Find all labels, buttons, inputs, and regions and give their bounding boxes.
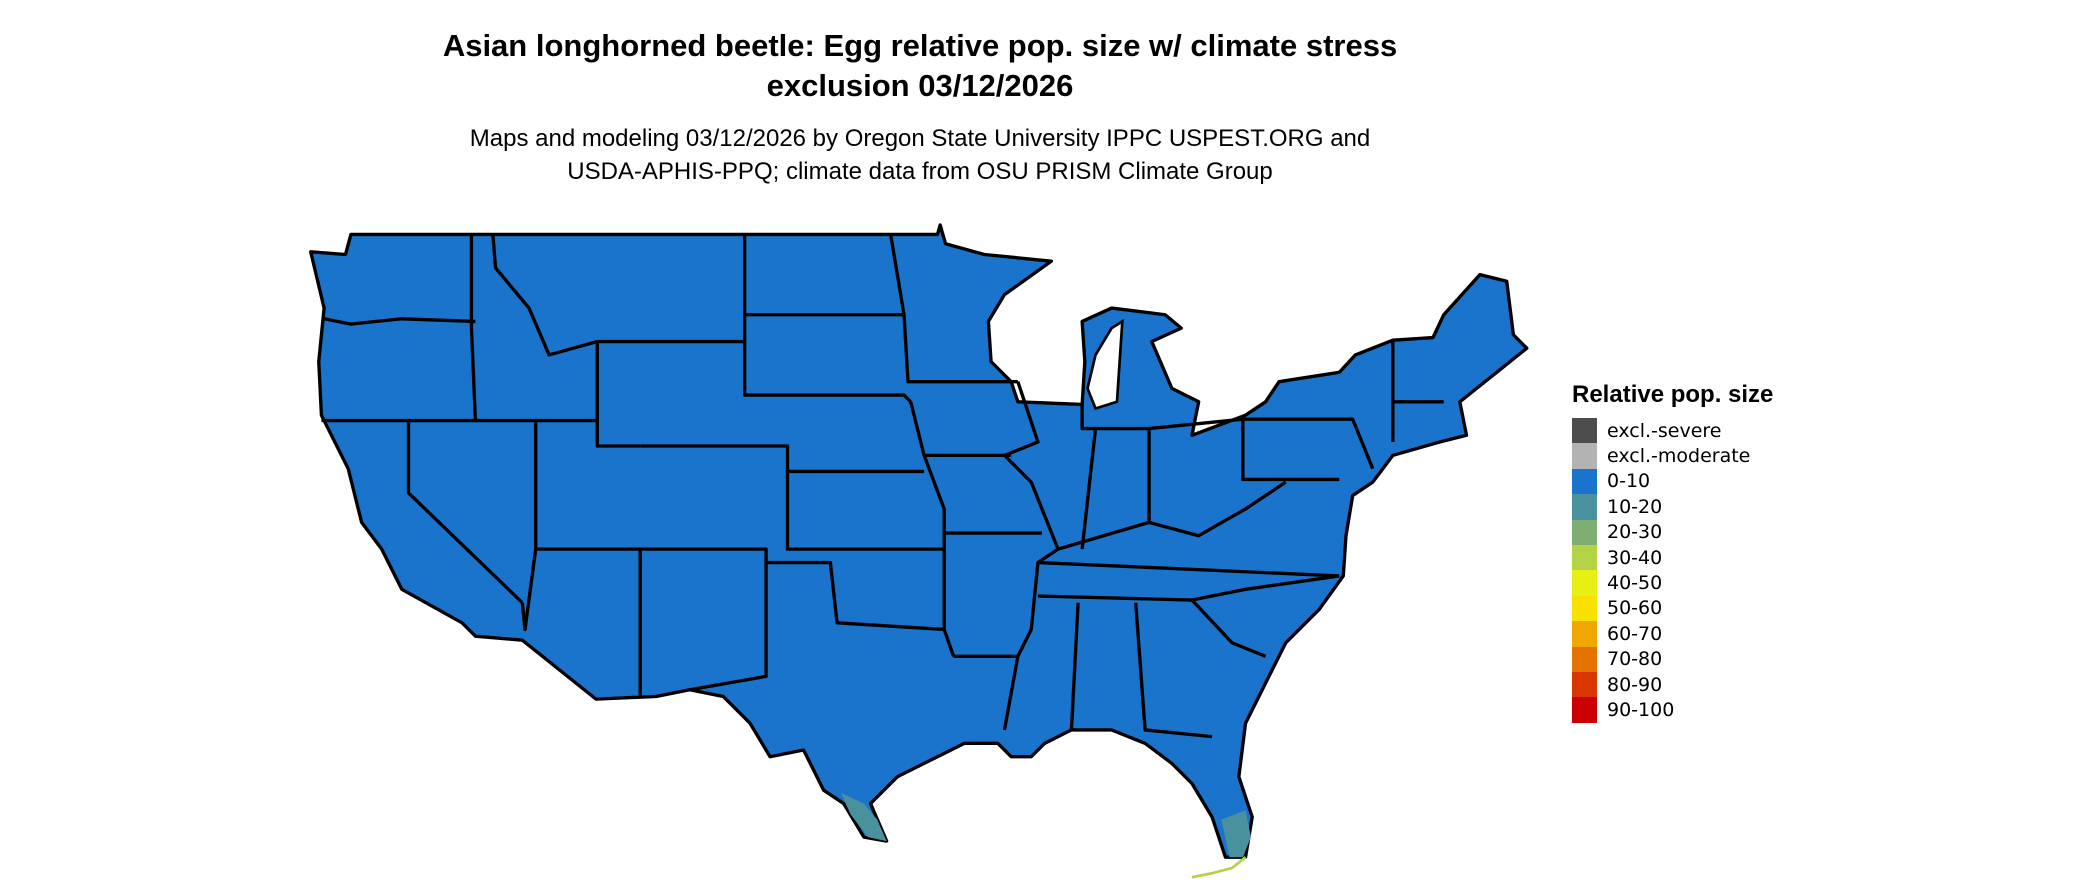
legend-item: 60-70 — [1572, 621, 1773, 647]
legend-swatch — [1572, 595, 1597, 622]
legend-item: excl.-severe — [1572, 418, 1773, 444]
legend-swatch — [1572, 570, 1597, 596]
legend-swatch — [1572, 418, 1597, 444]
legend-item: 0-10 — [1572, 468, 1773, 495]
state-borders — [321, 234, 1444, 739]
legend-label: 90-100 — [1607, 698, 1675, 721]
legend-label: 70-80 — [1607, 648, 1663, 671]
legend-item: 70-80 — [1572, 646, 1773, 672]
legend-title: Relative pop. size — [1572, 381, 1774, 408]
legend: Relative pop. size excl.-severe excl.-mod… — [1572, 380, 1773, 723]
legend-item: 40-50 — [1572, 570, 1773, 596]
south-florida-tip — [1221, 810, 1251, 858]
legend-label: 20-30 — [1607, 521, 1663, 544]
legend-swatch — [1572, 544, 1597, 571]
subtitle-line-2: USDA-APHIS-PPQ; climate data from OSU PR… — [567, 158, 1273, 185]
legend-item: excl.-moderate — [1572, 443, 1773, 469]
legend-label: 60-70 — [1607, 622, 1663, 645]
legend-label: 40-50 — [1607, 572, 1663, 595]
lake-michigan — [1086, 318, 1124, 411]
title-line-1: Asian longhorned beetle: Egg relative po… — [442, 28, 1398, 63]
legend-item: 50-60 — [1572, 595, 1773, 622]
legend-swatch — [1572, 697, 1597, 723]
legend-label: 0-10 — [1607, 470, 1651, 493]
legend-swatch — [1572, 646, 1597, 672]
florida-keys — [1191, 856, 1247, 879]
conus-land — [309, 223, 1529, 859]
legend-swatch — [1572, 671, 1597, 698]
map-title: Asian longhorned beetle: Egg relative po… — [0, 26, 1840, 106]
subtitle-line-1: Maps and modeling 03/12/2026 by Oregon S… — [469, 125, 1371, 152]
legend-item: 20-30 — [1572, 519, 1773, 545]
legend-swatch — [1572, 468, 1597, 495]
legend-label: excl.-severe — [1607, 419, 1722, 442]
title-line-2: exclusion 03/12/2026 — [766, 68, 1074, 103]
legend-label: 80-90 — [1607, 673, 1663, 696]
legend-swatch — [1572, 621, 1597, 647]
legend-swatch — [1572, 494, 1597, 520]
legend-item: 90-100 — [1572, 697, 1773, 723]
legend-item: 30-40 — [1572, 544, 1773, 571]
map-subtitle: Maps and modeling 03/12/2026 by Oregon S… — [0, 122, 1840, 188]
legend-label: 30-40 — [1607, 546, 1663, 569]
legend-swatch — [1572, 519, 1597, 545]
south-texas-tip — [841, 792, 887, 842]
legend-item: 80-90 — [1572, 671, 1773, 698]
legend-swatch — [1572, 443, 1597, 469]
legend-label: excl.-moderate — [1607, 445, 1751, 468]
legend-item: 10-20 — [1572, 494, 1773, 520]
legend-items: excl.-severe excl.-moderate 0-10 10-20 20-30… — [1572, 418, 1773, 723]
legend-label: 10-20 — [1607, 495, 1663, 518]
legend-label: 50-60 — [1607, 597, 1663, 620]
